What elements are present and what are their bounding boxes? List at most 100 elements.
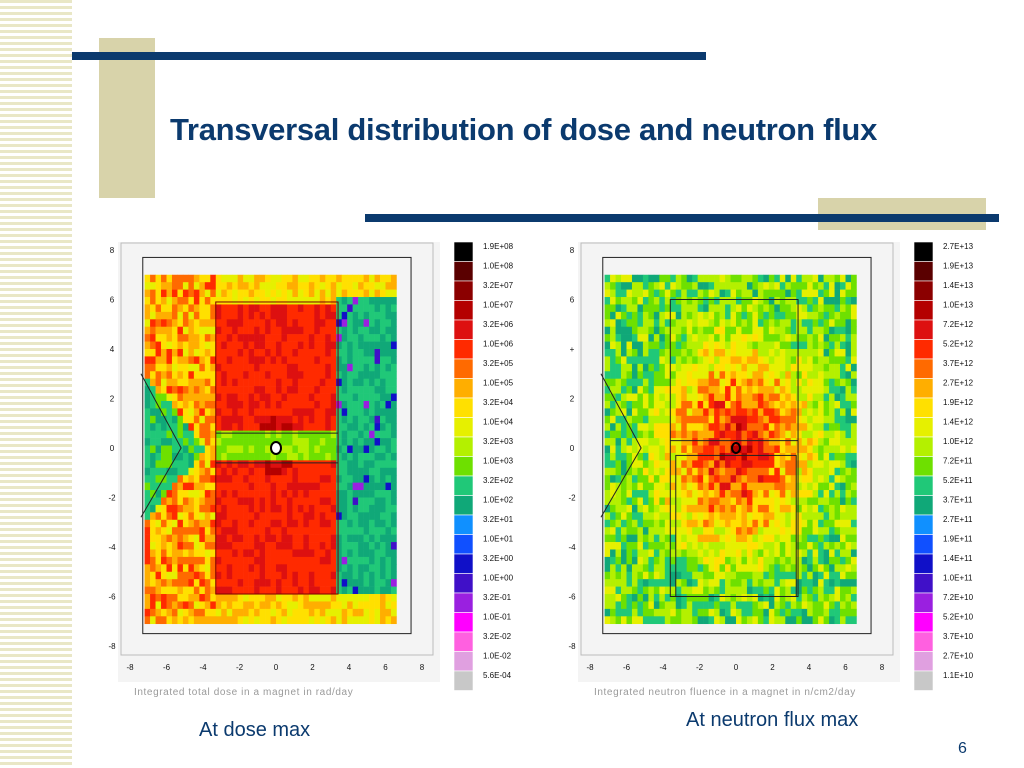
heatmap-cell xyxy=(785,601,792,610)
heatmap-cell xyxy=(719,504,726,513)
heatmap-cell xyxy=(243,490,249,498)
heatmap-cell xyxy=(226,608,233,617)
heatmap-cell xyxy=(390,594,397,602)
heatmap-cell xyxy=(779,467,786,476)
heatmap-cell xyxy=(210,497,217,506)
heatmap-cell xyxy=(226,556,233,565)
heatmap-cell xyxy=(161,490,167,498)
heatmap-cell xyxy=(840,586,846,595)
heatmap-cell xyxy=(774,512,781,521)
heatmap-cell xyxy=(390,363,397,372)
heatmap-cell xyxy=(714,542,720,550)
heatmap-cell xyxy=(308,527,315,535)
heatmap-cell xyxy=(303,400,310,409)
heatmap-cell xyxy=(642,430,649,439)
heatmap-cell xyxy=(631,393,638,402)
heatmap-cell xyxy=(757,490,764,498)
heatmap-cell xyxy=(615,400,622,409)
heatmap-cell xyxy=(692,601,698,610)
heatmap-cell xyxy=(621,438,627,446)
heatmap-cell xyxy=(254,386,260,394)
heatmap-cell xyxy=(336,616,342,625)
heatmap-cell xyxy=(380,467,386,476)
heatmap-cell xyxy=(604,430,611,439)
heatmap-cell xyxy=(243,452,249,461)
heatmap-cell xyxy=(380,579,386,587)
heatmap-cell xyxy=(374,415,381,424)
heatmap-cell xyxy=(697,445,704,454)
heatmap-cell xyxy=(155,334,162,342)
heatmap-cell xyxy=(708,512,715,521)
heatmap-cell xyxy=(226,289,233,298)
heatmap-cell xyxy=(297,430,304,439)
heatmap-cell xyxy=(653,408,660,417)
heatmap-cell xyxy=(292,564,299,573)
heatmap-cell xyxy=(286,341,293,350)
heatmap-cell xyxy=(779,460,786,469)
heatmap-cell xyxy=(829,415,835,424)
heatmap-cell xyxy=(818,356,824,365)
heatmap-cell xyxy=(675,400,682,409)
heatmap-cell xyxy=(270,282,277,290)
heatmap-cell xyxy=(254,326,260,335)
heatmap-cell xyxy=(840,349,846,357)
heatmap-cell xyxy=(199,304,206,313)
heatmap-cell xyxy=(297,564,304,573)
heatmap-cell xyxy=(697,608,704,617)
heatmap-cell xyxy=(697,601,704,610)
heatmap-cell xyxy=(221,460,228,469)
heatmap-cell xyxy=(286,445,293,454)
heatmap-cell xyxy=(730,571,737,580)
heatmap-cell xyxy=(752,482,759,491)
heatmap-cell xyxy=(276,452,282,461)
heatmap-cell xyxy=(243,297,249,305)
heatmap-cell xyxy=(637,579,644,587)
heatmap-cell xyxy=(675,460,682,469)
heatmap-cell xyxy=(341,371,348,379)
heatmap-cell xyxy=(670,371,677,379)
heatmap-cell xyxy=(308,282,315,290)
heatmap-cell xyxy=(850,408,857,417)
heatmap-cell xyxy=(774,371,781,379)
heatmap-cell xyxy=(232,579,238,587)
heatmap-cell xyxy=(834,542,841,550)
heatmap-cell xyxy=(736,452,742,461)
heatmap-cell xyxy=(850,438,857,446)
heatmap-cell xyxy=(232,504,238,513)
heatmap-cell xyxy=(325,423,332,431)
heatmap-cell xyxy=(347,386,353,394)
heatmap-cell xyxy=(319,304,326,313)
heatmap-cell xyxy=(243,586,249,595)
heatmap-cell xyxy=(341,430,348,439)
heatmap-cell xyxy=(336,289,342,298)
heatmap-cell xyxy=(182,542,189,550)
heatmap-cell xyxy=(703,438,709,446)
heatmap-cell xyxy=(341,504,348,513)
heatmap-cell xyxy=(768,334,775,342)
heatmap-cell xyxy=(850,475,857,483)
heatmap-cell xyxy=(763,304,770,313)
heatmap-cell xyxy=(330,594,337,602)
heatmap-cell xyxy=(626,482,633,491)
heatmap-cell xyxy=(385,512,392,521)
heatmap-cell xyxy=(714,579,720,587)
heatmap-cell xyxy=(807,363,813,372)
heatmap-cell xyxy=(226,467,233,476)
heatmap-cell xyxy=(150,297,156,305)
heatmap-cell xyxy=(161,319,167,328)
heatmap-cell xyxy=(681,542,688,550)
heatmap-cell xyxy=(369,616,375,625)
heatmap-cell xyxy=(675,430,682,439)
heatmap-cell xyxy=(768,341,775,350)
heatmap-cell xyxy=(621,415,627,424)
heatmap-cell xyxy=(692,519,698,528)
heatmap-cell xyxy=(730,363,737,372)
heatmap-cell xyxy=(681,475,688,483)
heatmap-cell xyxy=(243,504,249,513)
heatmap-cell xyxy=(621,378,627,387)
heatmap-cell xyxy=(741,282,748,290)
heatmap-cell xyxy=(604,556,611,565)
heatmap-cell xyxy=(615,601,622,610)
heatmap-cell xyxy=(341,319,348,328)
heatmap-cell xyxy=(193,527,200,535)
